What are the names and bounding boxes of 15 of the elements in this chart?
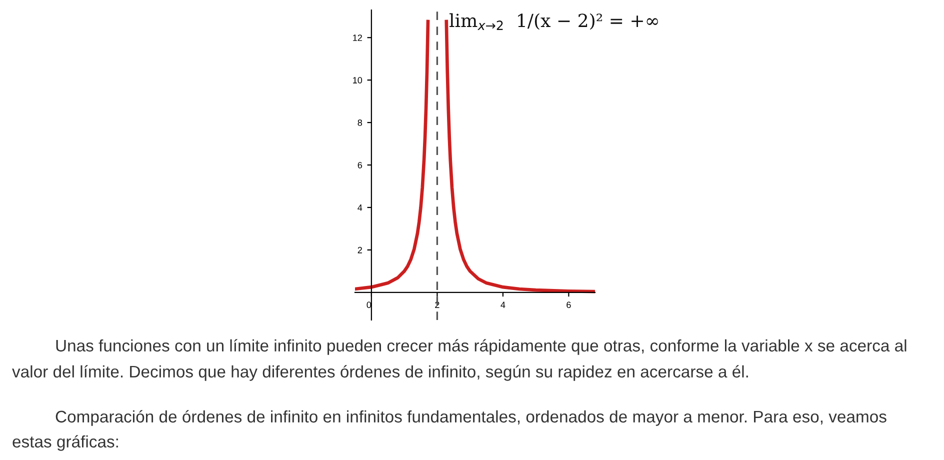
text: valor del límite. Decimos que hay diferentes órdenes de infinito, según su rapidez en acercarse a él. xyxy=(12,365,748,381)
y-tick-label: 6 xyxy=(358,162,362,168)
text: Comparación de órdenes de infinito en infinitos fundamentales, ordenados de mayor a menor. Para eso, veamos xyxy=(56,410,886,426)
x-tick-label: 6 xyxy=(566,302,571,308)
y-tick-label: 4 xyxy=(358,204,362,211)
y-tick-label: 2 xyxy=(358,246,362,254)
text: Unas funciones con un límite infinito pueden crecer más rápidamente que otras, conforme la variable x se acerca al xyxy=(56,339,906,355)
x-tick-label: 4 xyxy=(500,302,506,308)
x-tick-label: 0 xyxy=(366,302,372,308)
y-tick-label: 8 xyxy=(358,120,362,126)
y-tick-label: 12 xyxy=(353,34,362,41)
line-series xyxy=(355,20,430,291)
text: estas gráficas: xyxy=(12,435,118,451)
y-tick-label: 10 xyxy=(353,77,362,84)
text: lim$_{x→2}$ 1/(x − 2)² = +∞ xyxy=(450,13,658,30)
